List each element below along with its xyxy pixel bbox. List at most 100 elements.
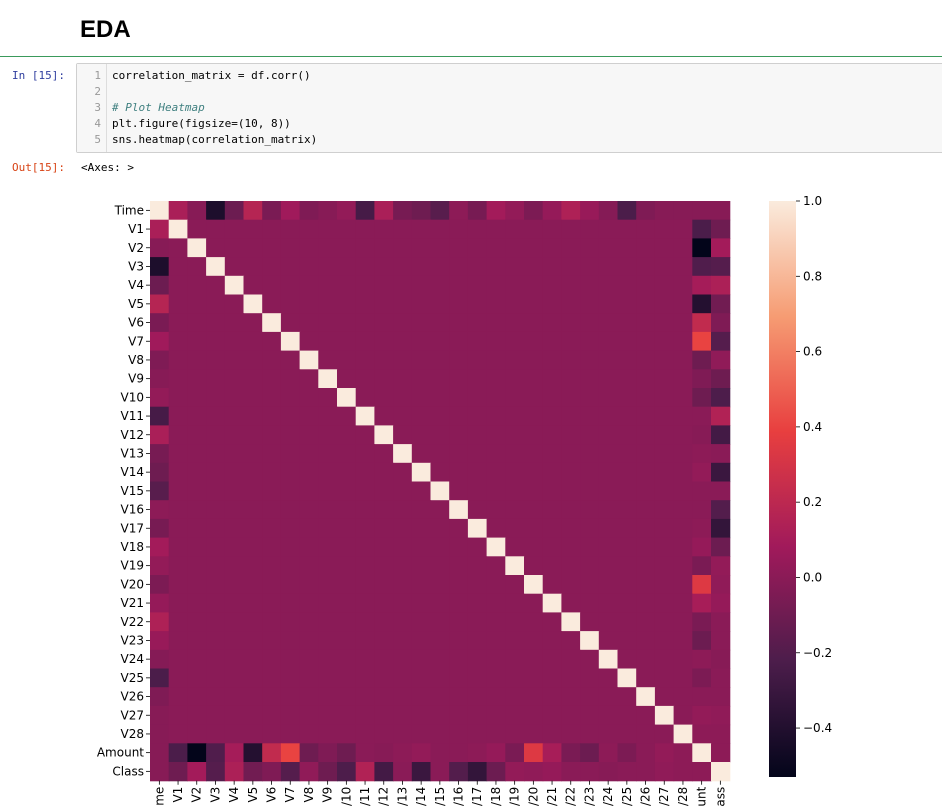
heatmap-cell xyxy=(617,201,637,221)
heatmap-cell xyxy=(692,388,712,408)
heatmap-cell xyxy=(393,537,413,557)
heatmap-cell xyxy=(711,369,731,389)
heatmap-cell xyxy=(150,313,170,333)
heatmap-cell xyxy=(711,724,731,744)
heatmap-cell xyxy=(150,518,170,539)
heatmap-cell xyxy=(692,406,712,426)
heatmap-cell xyxy=(393,331,413,352)
heatmap-cell xyxy=(355,275,375,296)
heatmap-cell xyxy=(673,313,693,333)
heatmap-cell xyxy=(206,201,226,221)
output-text: <Axes: > xyxy=(81,161,134,174)
x-tick-label: V4 xyxy=(227,787,241,803)
heatmap-cell xyxy=(505,425,525,445)
heatmap-cell xyxy=(393,369,413,389)
code-line: 1 correlation_matrix = df.corr() xyxy=(77,68,942,84)
heatmap-cell xyxy=(280,257,301,277)
heatmap-cell xyxy=(430,631,450,651)
heatmap-cell xyxy=(262,388,282,408)
heatmap-cell xyxy=(598,556,619,576)
heatmap-cell xyxy=(467,500,488,520)
heatmap-cell xyxy=(318,275,338,296)
heatmap-cell xyxy=(561,575,581,595)
heatmap-cell xyxy=(617,762,637,782)
heatmap-cell xyxy=(168,556,188,576)
heatmap-cell xyxy=(168,649,188,670)
heatmap-cell xyxy=(673,294,693,314)
heatmap-cell xyxy=(561,668,581,688)
heatmap-cell xyxy=(411,406,432,426)
heatmap-cell xyxy=(524,705,544,726)
heatmap-cell xyxy=(393,556,413,576)
heatmap-cell xyxy=(654,687,675,707)
heatmap-cell xyxy=(393,668,413,688)
heatmap-cell xyxy=(206,275,226,296)
heatmap-cell xyxy=(337,631,357,651)
heatmap-cell xyxy=(168,350,188,370)
heatmap-cell xyxy=(654,257,675,277)
heatmap-cell xyxy=(299,238,319,258)
heatmap-cell xyxy=(355,481,375,501)
heatmap-cell xyxy=(486,425,506,445)
heatmap-cell xyxy=(355,575,375,595)
heatmap-cell xyxy=(692,537,712,557)
heatmap-cell xyxy=(580,575,600,595)
heatmap-cell xyxy=(449,294,469,314)
heatmap-cell xyxy=(187,537,207,557)
heatmap-cell xyxy=(374,705,394,726)
heatmap-cell xyxy=(598,575,619,595)
line-number-gutter xyxy=(77,64,107,152)
heatmap-cell xyxy=(262,313,282,333)
heatmap-cell xyxy=(243,238,263,258)
heatmap-cell xyxy=(337,462,357,483)
heatmap-cell xyxy=(654,425,675,445)
heatmap-cell xyxy=(542,369,562,389)
x-tick-label: V2 xyxy=(190,787,204,803)
heatmap-cell xyxy=(206,481,226,501)
heatmap-cell xyxy=(280,743,301,763)
heatmap-cell xyxy=(299,724,319,744)
heatmap-cell xyxy=(636,537,656,557)
heatmap-cell xyxy=(486,518,506,539)
heatmap-cell xyxy=(524,425,544,445)
heatmap-cell xyxy=(224,462,245,483)
heatmap-cell xyxy=(561,462,581,483)
heatmap-cell xyxy=(206,331,226,352)
heatmap-cell xyxy=(374,462,394,483)
heatmap-cell xyxy=(393,388,413,408)
heatmap-cell xyxy=(598,481,619,501)
heatmap-cell xyxy=(280,687,301,707)
heatmap-cell xyxy=(150,705,170,726)
heatmap-cell xyxy=(187,631,207,651)
heatmap-cell xyxy=(654,537,675,557)
heatmap-cell xyxy=(280,500,301,520)
heatmap-cell xyxy=(692,350,712,370)
heatmap-cell xyxy=(243,705,263,726)
heatmap-cell xyxy=(617,649,637,670)
heatmap-cell xyxy=(318,462,338,483)
heatmap-cell xyxy=(224,649,245,670)
heatmap-cell xyxy=(636,500,656,520)
heatmap-cell xyxy=(467,537,488,557)
heatmap-cell xyxy=(243,556,263,576)
colorbar-tick-label: 0.8 xyxy=(803,269,822,283)
code-comment: # Plot Heatmap xyxy=(112,101,205,114)
heatmap-cell xyxy=(374,687,394,707)
heatmap-cell xyxy=(430,705,450,726)
heatmap-cell xyxy=(580,275,600,296)
heatmap-cell xyxy=(206,575,226,595)
heatmap-cell xyxy=(542,649,562,670)
heatmap-cell xyxy=(299,275,319,296)
heatmap-cell xyxy=(486,350,506,370)
heatmap-cell xyxy=(411,294,432,314)
heatmap-cell xyxy=(224,444,245,464)
heatmap-cell xyxy=(318,724,338,744)
code-text: correlation_matrix = df.corr() xyxy=(112,69,311,82)
heatmap-cell xyxy=(280,238,301,258)
x-tick-label: /21 xyxy=(545,787,559,806)
heatmap-cell xyxy=(206,294,226,314)
code-cell[interactable]: 1 correlation_matrix = df.corr() 2 3 # P… xyxy=(76,63,942,153)
heatmap-cell xyxy=(168,743,188,763)
heatmap-cell xyxy=(224,201,245,221)
heatmap-cell xyxy=(187,201,207,221)
